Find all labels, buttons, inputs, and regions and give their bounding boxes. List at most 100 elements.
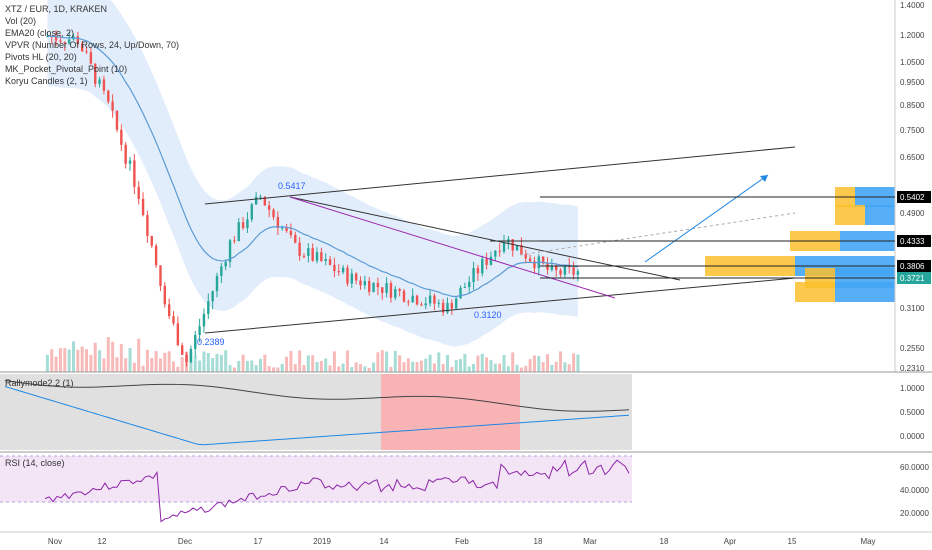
rally-tick: 0.0000 bbox=[900, 432, 925, 441]
volume-bar bbox=[463, 353, 467, 372]
volume-bar bbox=[163, 352, 167, 372]
time-tick-label: Feb bbox=[455, 537, 469, 546]
indicator-label-5[interactable]: Koryu Candles (2, 1) bbox=[5, 76, 88, 86]
candle-body bbox=[454, 298, 458, 309]
chart-title: XTZ / EUR, 1D, KRAKEN bbox=[5, 4, 107, 14]
candle-body bbox=[363, 280, 367, 286]
price-badge bbox=[897, 235, 931, 247]
rally-tick: 1.0000 bbox=[900, 384, 925, 393]
price-badges: 0.5402 0.4333 0.3806 0.3721 bbox=[540, 191, 931, 284]
rsi-band bbox=[0, 456, 632, 502]
candle-body bbox=[346, 267, 349, 284]
rally-lines bbox=[4, 380, 630, 446]
volume-bar bbox=[319, 360, 323, 372]
candle-body bbox=[128, 160, 132, 164]
volume-bar bbox=[476, 355, 480, 372]
volume-bar bbox=[472, 363, 476, 372]
volume-bar bbox=[54, 356, 58, 372]
indicator-label-1[interactable]: EMA20 (close, 2) bbox=[5, 28, 74, 38]
volume-bar bbox=[241, 354, 245, 372]
indicator-label-0[interactable]: Vol (20) bbox=[5, 16, 36, 26]
volume-bar bbox=[432, 363, 436, 372]
volume-bar bbox=[524, 365, 528, 372]
candle-body bbox=[163, 285, 167, 305]
volume-bar bbox=[137, 338, 141, 372]
volume-bar bbox=[237, 360, 241, 372]
volume-bar bbox=[376, 352, 380, 372]
volume-bar bbox=[119, 344, 123, 372]
volume-bar bbox=[172, 361, 176, 372]
candle-body bbox=[546, 263, 549, 270]
price-tick-label: 0.2310 bbox=[900, 364, 925, 373]
price-tick-label: 0.2550 bbox=[900, 344, 925, 353]
rally-line-blue bbox=[4, 386, 630, 446]
volume-bar bbox=[354, 362, 358, 372]
time-axis[interactable]: Nov 12 Dec 17 2019 14 Feb 18 Mar 18 Apr 15 May bbox=[48, 537, 876, 546]
ema-line bbox=[47, 35, 579, 298]
volume-bar bbox=[467, 366, 471, 372]
rsi-title[interactable]: RSI (14, close) bbox=[5, 458, 65, 468]
volume-bar bbox=[102, 358, 106, 372]
candle-body bbox=[246, 219, 249, 229]
volume-bar bbox=[263, 354, 267, 372]
candle-body bbox=[228, 240, 232, 263]
candle-body bbox=[233, 240, 236, 242]
volume-bar bbox=[485, 357, 489, 372]
candle-body bbox=[250, 204, 253, 220]
candle-body bbox=[468, 281, 471, 288]
ema-polyline bbox=[47, 35, 579, 298]
candle-body bbox=[94, 63, 97, 84]
candle-body bbox=[63, 41, 66, 44]
candle-body bbox=[328, 259, 332, 265]
candle-body bbox=[502, 242, 506, 252]
volume-bar bbox=[489, 359, 493, 372]
candle-body bbox=[381, 287, 384, 293]
volume-bar bbox=[506, 366, 510, 372]
volume-bar bbox=[219, 355, 223, 372]
vpvr-up-bar bbox=[795, 282, 835, 302]
rsi-tick: 20.0000 bbox=[900, 509, 929, 518]
candle-body bbox=[67, 39, 71, 44]
trend-line bbox=[204, 277, 796, 334]
price-badge-label: 0.4333 bbox=[900, 237, 925, 246]
volume-bar bbox=[576, 354, 580, 372]
candle-body bbox=[315, 252, 319, 261]
volume-bar bbox=[198, 360, 202, 372]
candle-body bbox=[415, 295, 419, 305]
rsi-polyline bbox=[44, 459, 630, 523]
trend-line bbox=[289, 196, 616, 299]
volume-bar bbox=[89, 354, 93, 372]
candle-body bbox=[411, 295, 414, 303]
candle-body bbox=[394, 289, 397, 298]
volume-bar bbox=[363, 366, 367, 372]
candle-body bbox=[211, 291, 214, 302]
projection-arrow bbox=[644, 174, 769, 263]
volume-bar bbox=[132, 362, 136, 372]
indicator-label-2[interactable]: VPVR (Number Of Rows, 24, Up/Down, 70) bbox=[5, 40, 179, 50]
volume-bar bbox=[258, 358, 262, 372]
time-tick-label: 15 bbox=[788, 537, 797, 546]
volume-bar bbox=[224, 350, 228, 372]
volume-bar bbox=[324, 358, 328, 372]
price-axis[interactable]: 1.4000 1.2000 1.0500 0.9500 0.8500 0.7500 0.65… bbox=[900, 1, 925, 373]
candle-body bbox=[289, 231, 293, 236]
time-tick-label: May bbox=[860, 537, 875, 546]
volume-bar bbox=[515, 364, 519, 372]
volume-bar bbox=[267, 366, 271, 372]
volume-bar bbox=[141, 365, 145, 372]
candle-body bbox=[450, 302, 454, 309]
volume-bar bbox=[528, 359, 532, 372]
indicator-label-3[interactable]: Pivots HL (20, 20) bbox=[5, 52, 77, 62]
volume-bar bbox=[532, 355, 536, 372]
candle-body bbox=[428, 295, 432, 304]
volume-bar bbox=[289, 350, 293, 372]
indicator-label-4[interactable]: MK_Pocket_Pivotal_Point (10) bbox=[5, 64, 127, 74]
volume-bar bbox=[158, 358, 162, 372]
candle-body bbox=[76, 36, 80, 44]
volume-bar bbox=[128, 348, 132, 372]
volume-bar bbox=[454, 359, 458, 372]
candle-body bbox=[533, 261, 536, 269]
candle-body bbox=[494, 250, 497, 257]
candle-body bbox=[459, 287, 462, 299]
rally-title[interactable]: Rallymode2.2 (1) bbox=[5, 378, 74, 388]
